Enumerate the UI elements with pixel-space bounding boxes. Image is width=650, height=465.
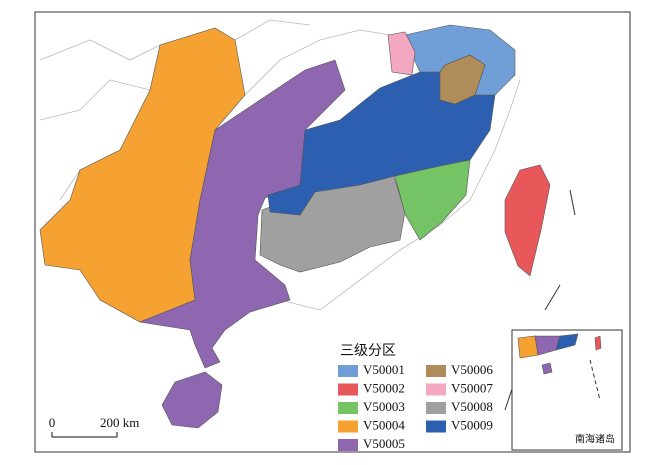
legend-label: V50007: [451, 380, 493, 395]
legend-swatch: [338, 439, 358, 451]
legend-label: V50009: [451, 417, 493, 432]
region-v50003: [394, 159, 471, 241]
region-v50002: [504, 164, 551, 277]
legend-swatch: [338, 383, 358, 396]
inset-region: [594, 335, 602, 351]
legend-swatch: [426, 420, 446, 433]
legend: 三级分区 V50001 V50002 V50003 V50004 V50005 V5000…: [338, 343, 493, 451]
legend-label: V50002: [363, 380, 405, 395]
legend-swatch: [338, 420, 358, 433]
legend-label: V50004: [363, 417, 405, 432]
legend-label: V50003: [363, 399, 405, 414]
region-v50006: [439, 54, 486, 105]
inset-label: 南海诸岛: [575, 432, 615, 445]
inset-region: [555, 333, 579, 351]
region-v50005-island: [161, 371, 223, 429]
island-line: [569, 189, 576, 216]
legend-swatch: [426, 365, 446, 377]
inset-region: [517, 335, 539, 359]
scale-line: [51, 432, 118, 438]
regions: [39, 24, 551, 429]
legend-swatch: [426, 383, 446, 396]
scale-start: 0: [49, 415, 56, 430]
inset-region: [541, 362, 553, 375]
legend-label: V50001: [363, 362, 405, 377]
legend-title: 三级分区: [340, 343, 396, 359]
legend-swatch: [338, 365, 358, 377]
inset: 南海诸岛: [511, 329, 623, 451]
scale-bar: 0 200 km: [49, 415, 139, 438]
legend-swatch: [426, 402, 446, 414]
legend-swatch: [338, 402, 358, 414]
region-v50007: [387, 31, 416, 76]
legend-label: V50008: [451, 399, 493, 414]
legend-label: V50005: [363, 436, 405, 451]
region-v50005: [138, 59, 346, 369]
region-v50004: [39, 27, 246, 323]
background-borders: [39, 19, 521, 311]
legend-label: V50006: [451, 362, 493, 377]
scale-end: 200 km: [100, 415, 139, 430]
island-line: [544, 284, 561, 311]
